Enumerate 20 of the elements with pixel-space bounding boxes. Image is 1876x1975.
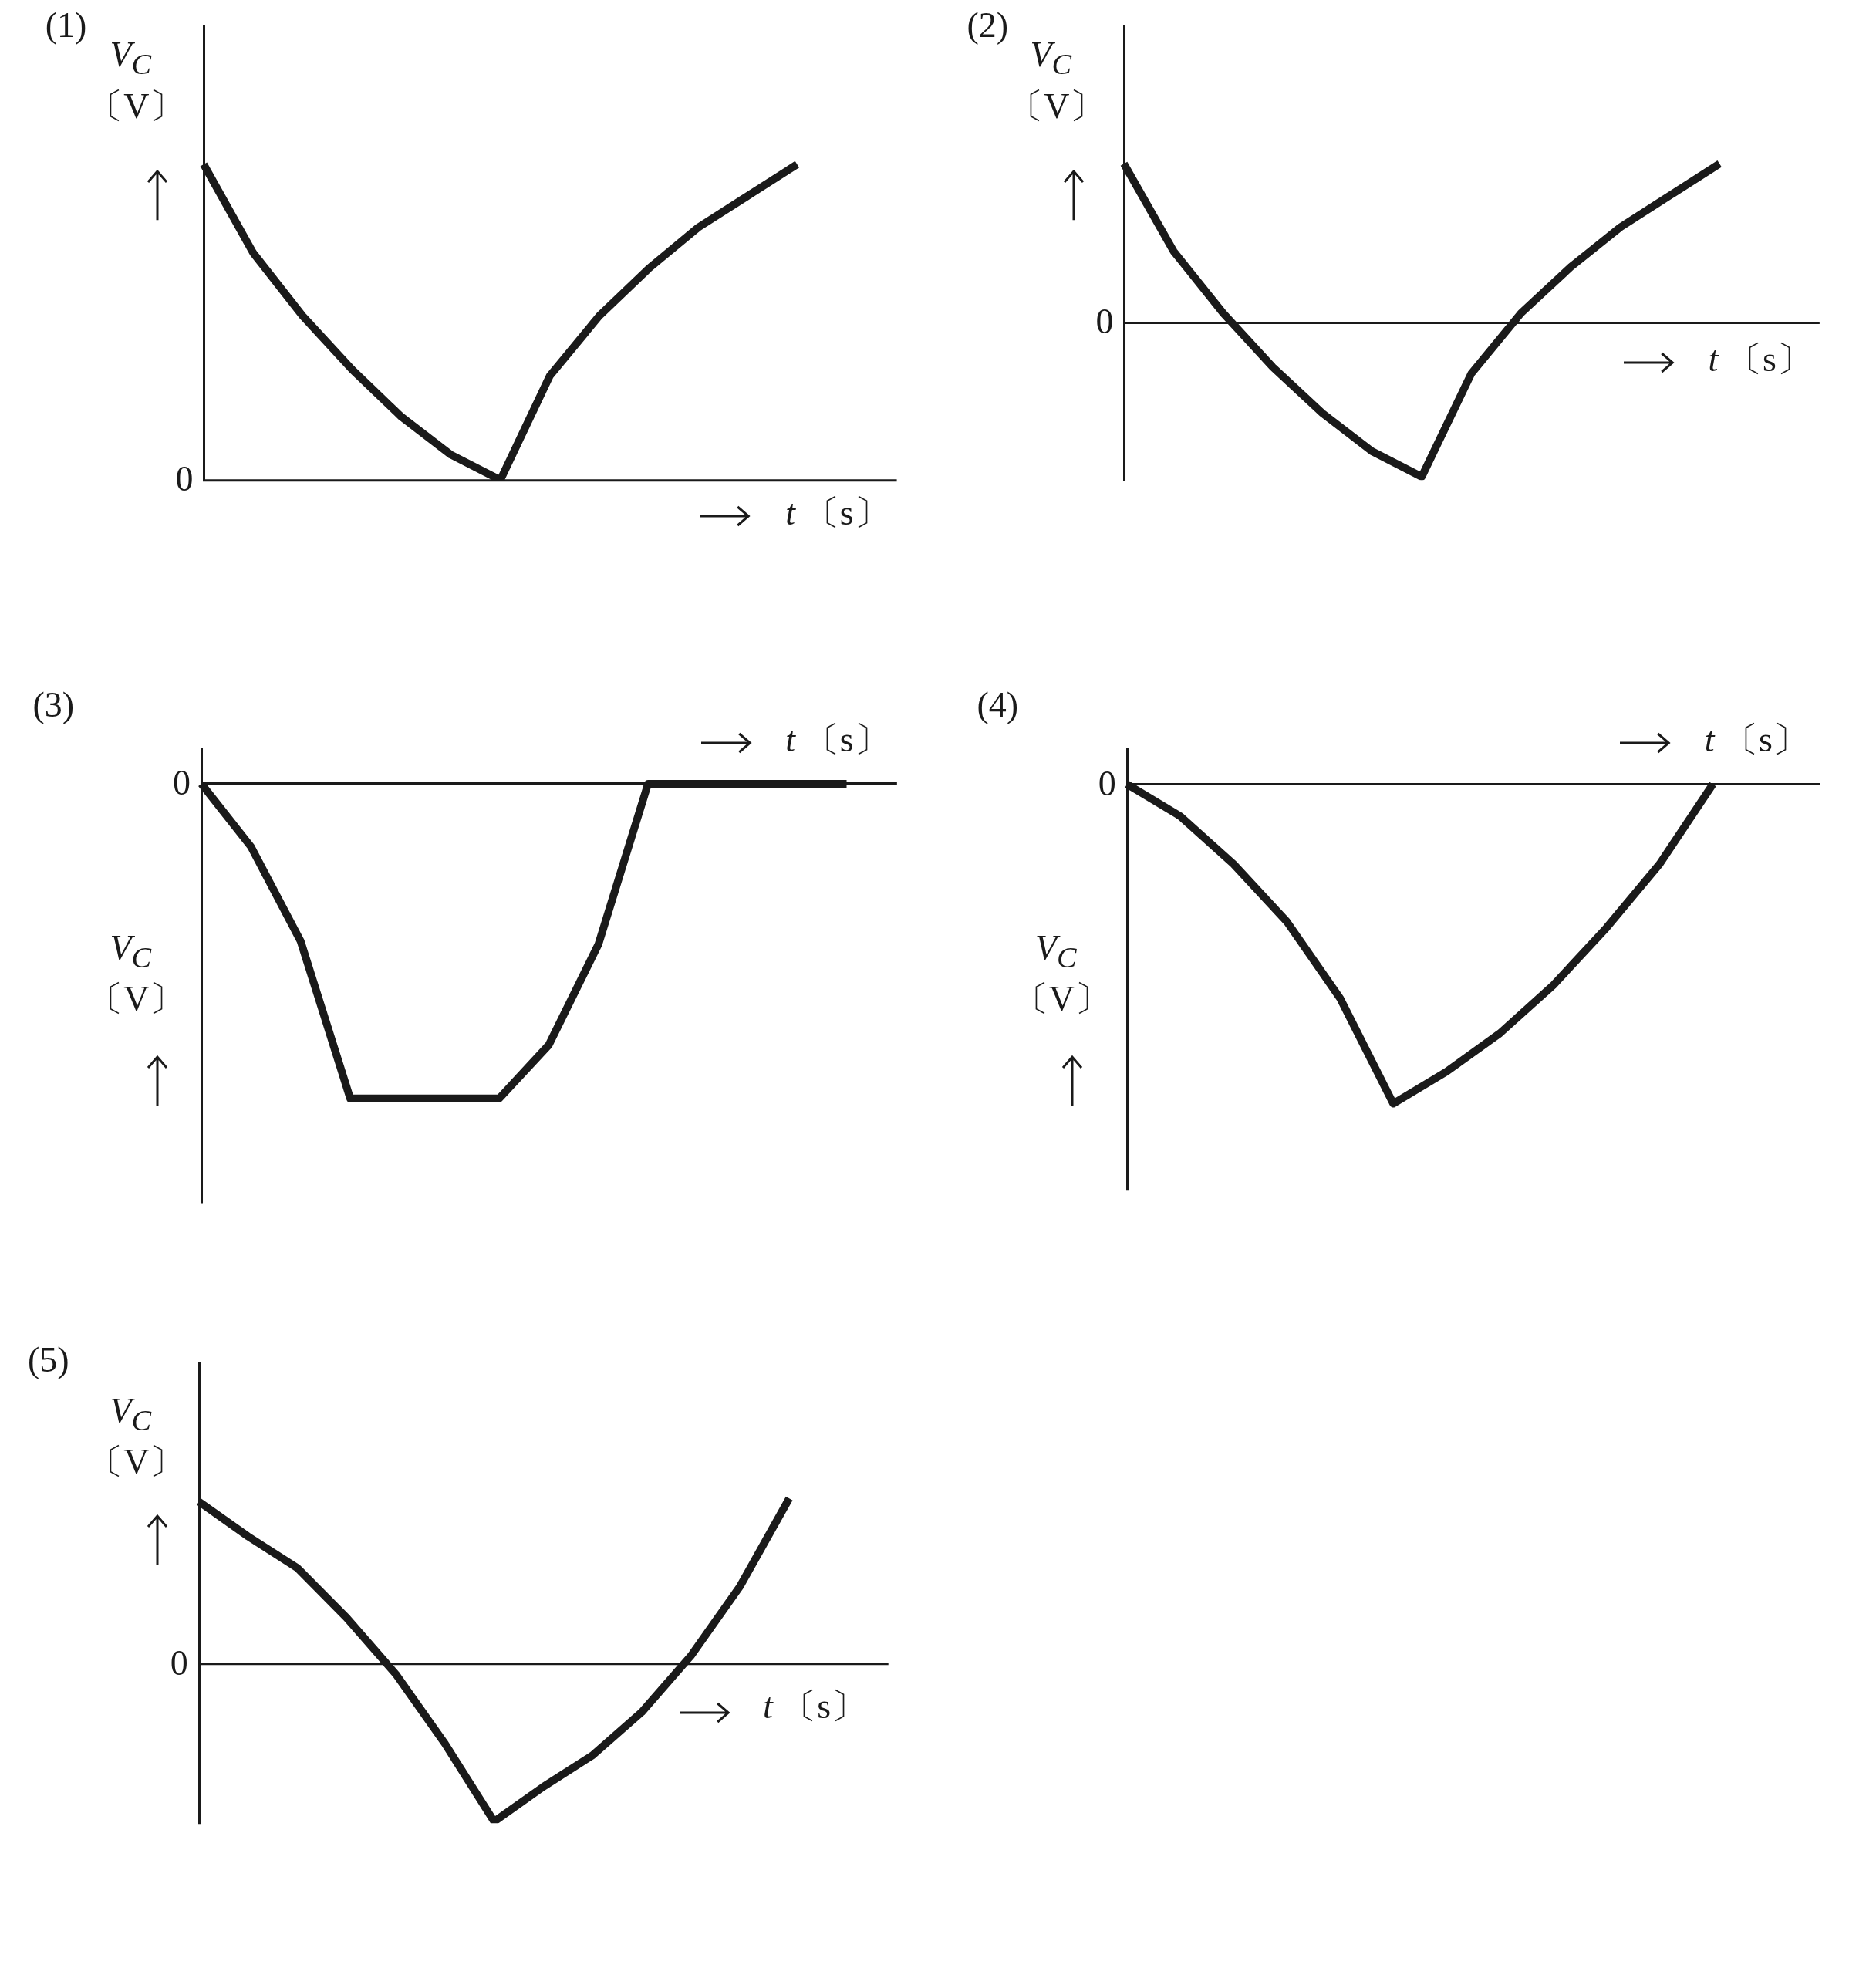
x-axis-title: t 〔s〕: [785, 492, 889, 533]
x-axis-title: t 〔s〕: [1704, 719, 1808, 760]
text: 0: [173, 763, 191, 803]
chart-title: (2): [967, 5, 1009, 46]
chart-title: (1): [45, 5, 87, 46]
x-axis-title: t 〔s〕: [785, 719, 889, 760]
text: 0: [1095, 302, 1114, 342]
y-axis-title: V$_{C}$ 〔V〕: [88, 1390, 185, 1484]
y-axis-title: V$_{C}$ 〔V〕: [88, 927, 185, 1020]
text: 0: [170, 1643, 188, 1683]
chart-title: (4): [977, 685, 1019, 726]
y-axis-title: V$_{C}$ 〔V〕: [1008, 34, 1105, 127]
text: 0: [175, 459, 194, 499]
y-axis-title: V$_{C}$ 〔V〕: [1013, 927, 1110, 1020]
chart-title: (5): [27, 1340, 69, 1380]
x-axis-title: t 〔s〕: [1708, 339, 1812, 380]
x-axis-title: t 〔s〕: [762, 1686, 867, 1727]
text: 0: [1098, 764, 1116, 804]
y-axis-title: V$_{C}$ 〔V〕: [88, 34, 185, 127]
chart-title: (3): [32, 685, 75, 726]
